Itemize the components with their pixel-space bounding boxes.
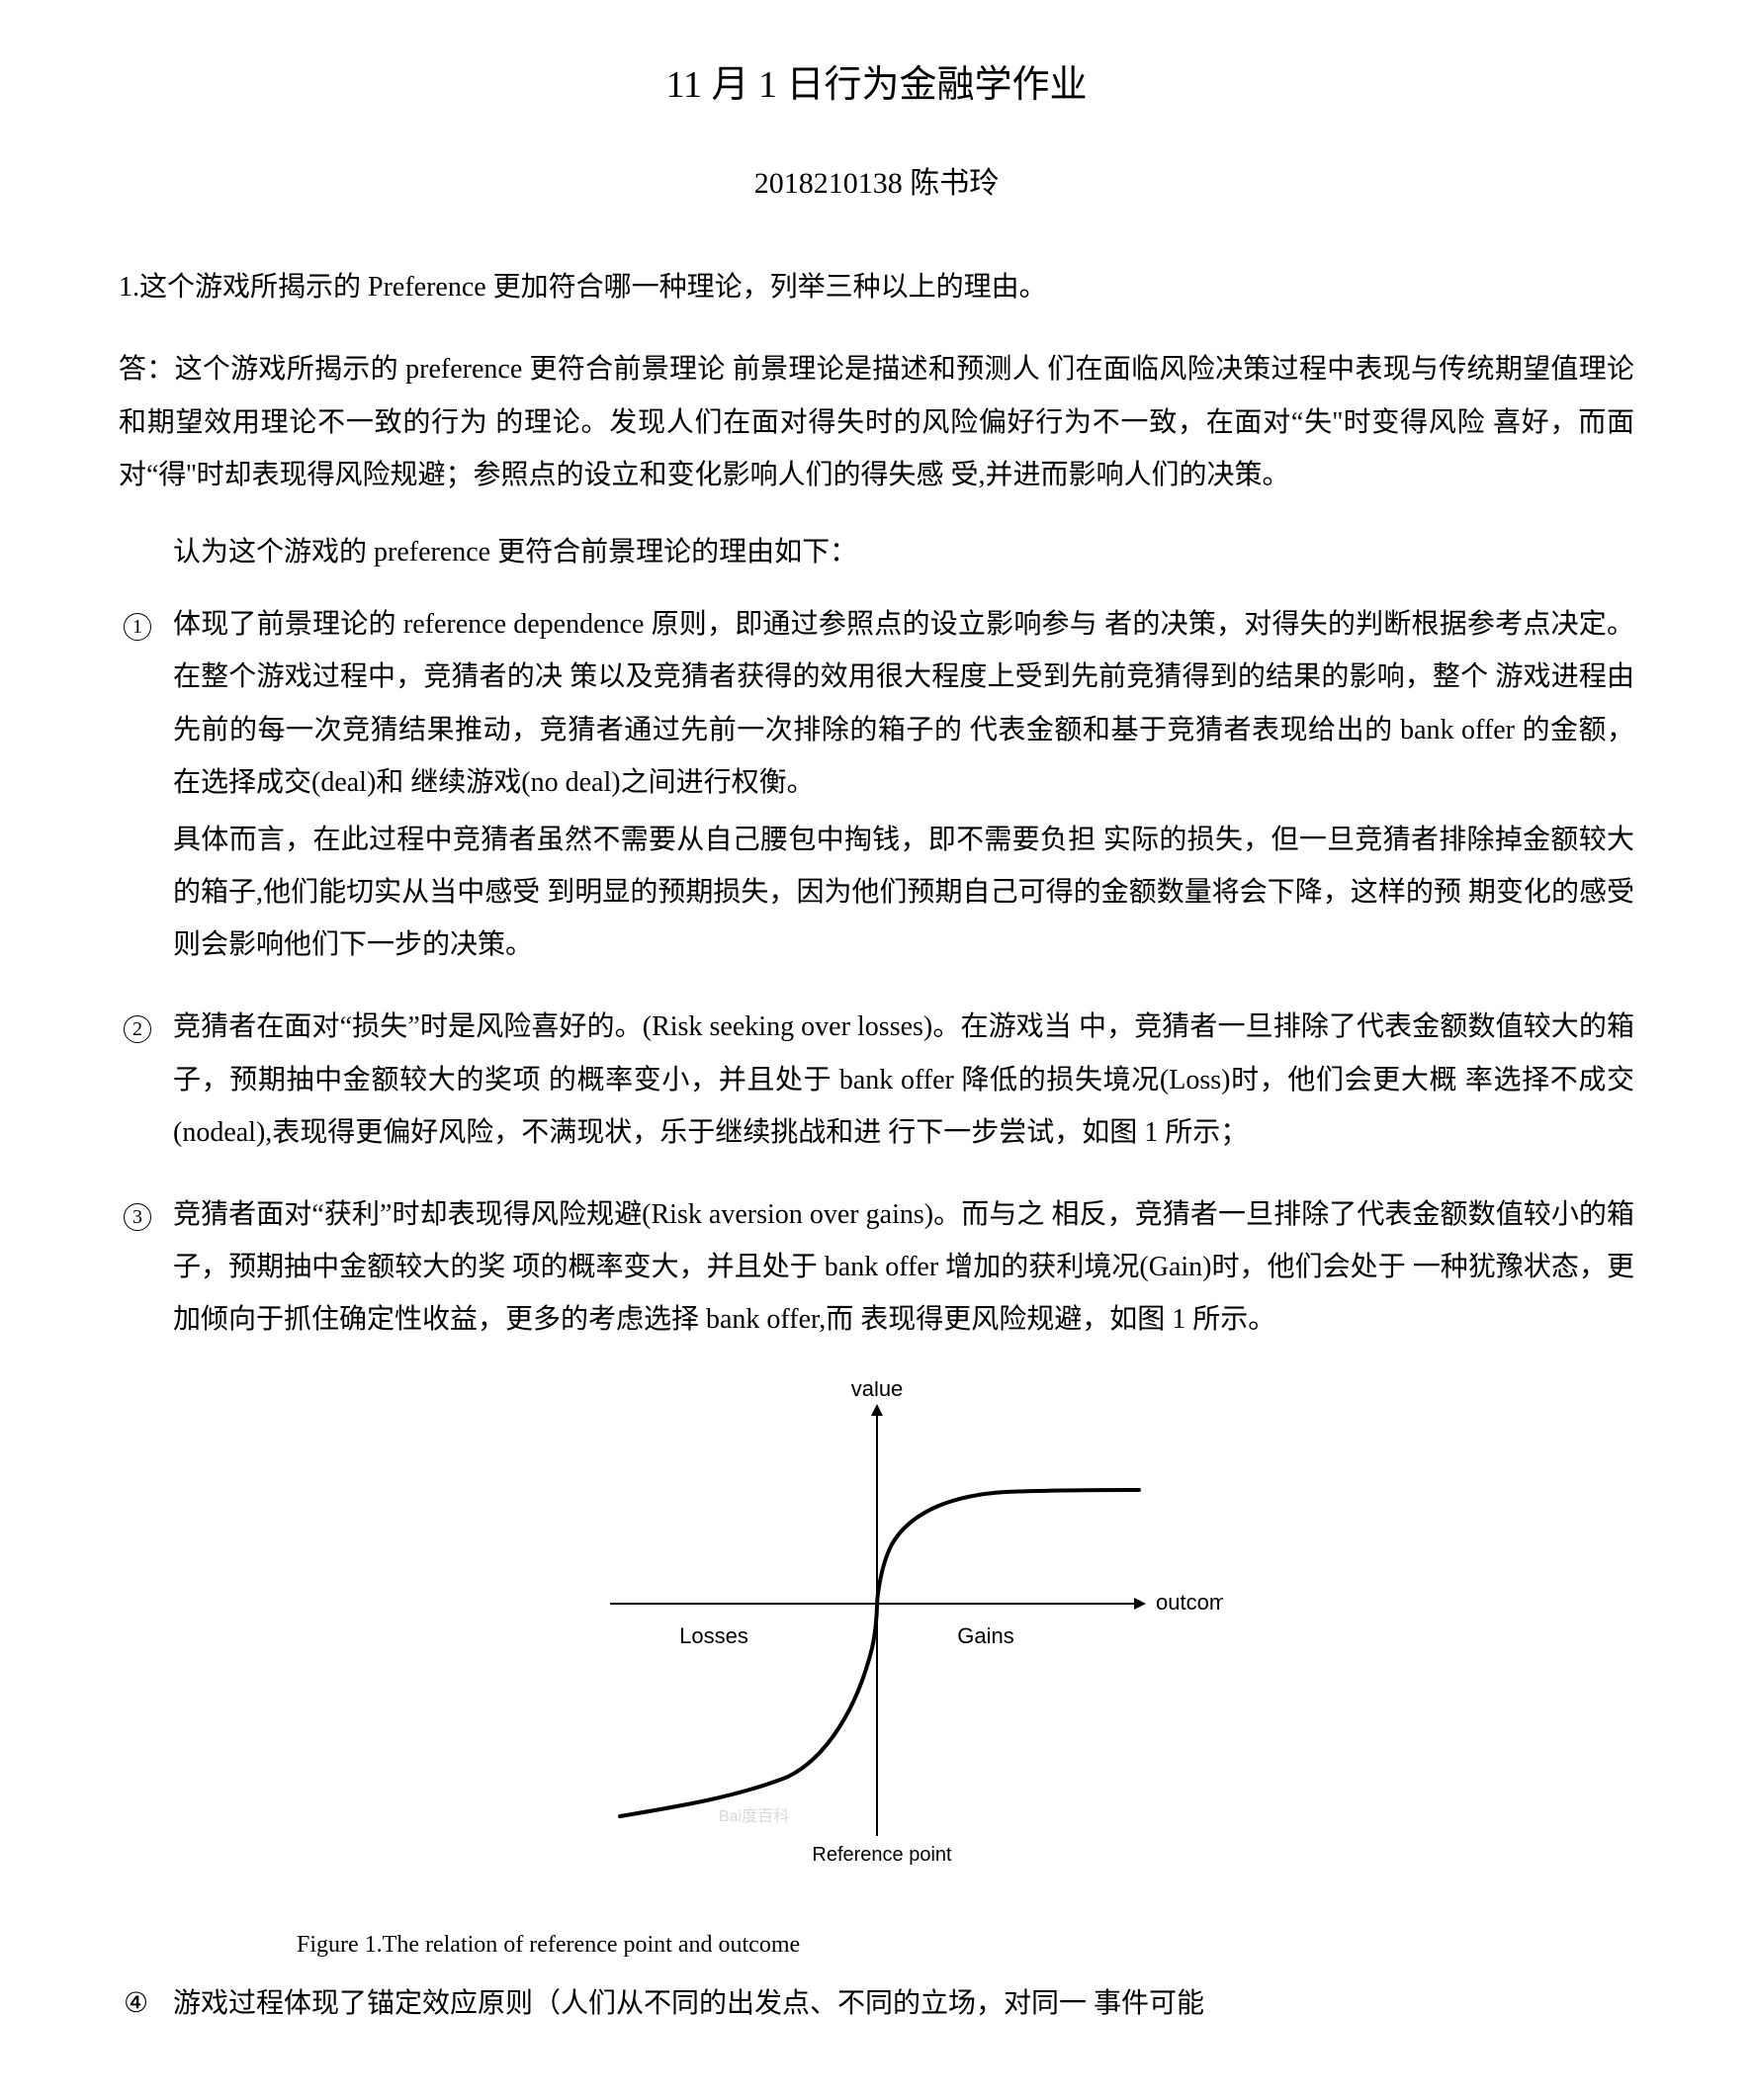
document-title: 11 月 1 日行为金融学作业 bbox=[119, 49, 1634, 121]
list-marker: ④ bbox=[119, 1977, 173, 2035]
svg-text:Bai度百科: Bai度百科 bbox=[719, 1807, 789, 1825]
paragraph: 游戏过程体现了锚定效应原则（人们从不同的出发点、不同的立场，对同一 事件可能 bbox=[173, 1977, 1634, 2030]
svg-text:Reference point: Reference point bbox=[812, 1844, 952, 1866]
prospect-theory-chart: value outcome Losses Gains Reference point Ba… bbox=[531, 1381, 1223, 1895]
figure-caption: Figure 1.The relation of reference point… bbox=[119, 1923, 1634, 1969]
figure-container: value outcome Losses Gains Reference point Ba… bbox=[119, 1381, 1634, 1913]
reason-header: 认为这个游戏的 preference 更符合前景理论的理由如下： bbox=[119, 526, 1634, 578]
circled-number: 2 bbox=[124, 1015, 151, 1043]
list-marker: 1 bbox=[119, 598, 173, 976]
list-item-2: 2 竞猜者在面对“损失”时是风险喜好的。(Risk seeking over l… bbox=[119, 1001, 1634, 1164]
svg-text:Losses: Losses bbox=[679, 1623, 748, 1648]
svg-text:outcome: outcome bbox=[1156, 1590, 1223, 1615]
paragraph: 体现了前景理论的 reference dependence 原则，即通过参照点的… bbox=[173, 598, 1634, 809]
svg-text:Gains: Gains bbox=[957, 1623, 1013, 1648]
circled-number: 1 bbox=[124, 613, 151, 641]
list-item-4: ④ 游戏过程体现了锚定效应原则（人们从不同的出发点、不同的立场，对同一 事件可能 bbox=[119, 1977, 1634, 2035]
list-item-3: 3 竞猜者面对“获利”时却表现得风险规避(Risk aversion over … bbox=[119, 1188, 1634, 1352]
paragraph: 具体而言，在此过程中竞猜者虽然不需要从自己腰包中掏钱，即不需要负担 实际的损失，… bbox=[173, 814, 1634, 972]
circled-number: 3 bbox=[124, 1203, 151, 1231]
list-marker: 3 bbox=[119, 1188, 173, 1352]
svg-text:value: value bbox=[850, 1381, 903, 1401]
list-item-1: 1 体现了前景理论的 reference dependence 原则，即通过参照… bbox=[119, 598, 1634, 976]
list-content: 竞猜者在面对“损失”时是风险喜好的。(Risk seeking over los… bbox=[173, 1001, 1634, 1164]
document-author: 2018210138 陈书玲 bbox=[119, 155, 1634, 212]
question-text: 1.这个游戏所揭示的 Preference 更加符合哪一种理论，列举三种以上的理… bbox=[119, 261, 1634, 313]
circled-number: ④ bbox=[124, 1988, 148, 2019]
paragraph: 竞猜者面对“获利”时却表现得风险规避(Risk aversion over ga… bbox=[173, 1188, 1634, 1347]
list-content: 竞猜者面对“获利”时却表现得风险规避(Risk aversion over ga… bbox=[173, 1188, 1634, 1352]
list-content: 游戏过程体现了锚定效应原则（人们从不同的出发点、不同的立场，对同一 事件可能 bbox=[173, 1977, 1634, 2035]
list-marker: 2 bbox=[119, 1001, 173, 1164]
list-content: 体现了前景理论的 reference dependence 原则，即通过参照点的… bbox=[173, 598, 1634, 976]
paragraph: 竞猜者在面对“损失”时是风险喜好的。(Risk seeking over los… bbox=[173, 1001, 1634, 1159]
answer-intro: 答：这个游戏所揭示的 preference 更符合前景理论 前景理论是描述和预测… bbox=[119, 343, 1634, 501]
